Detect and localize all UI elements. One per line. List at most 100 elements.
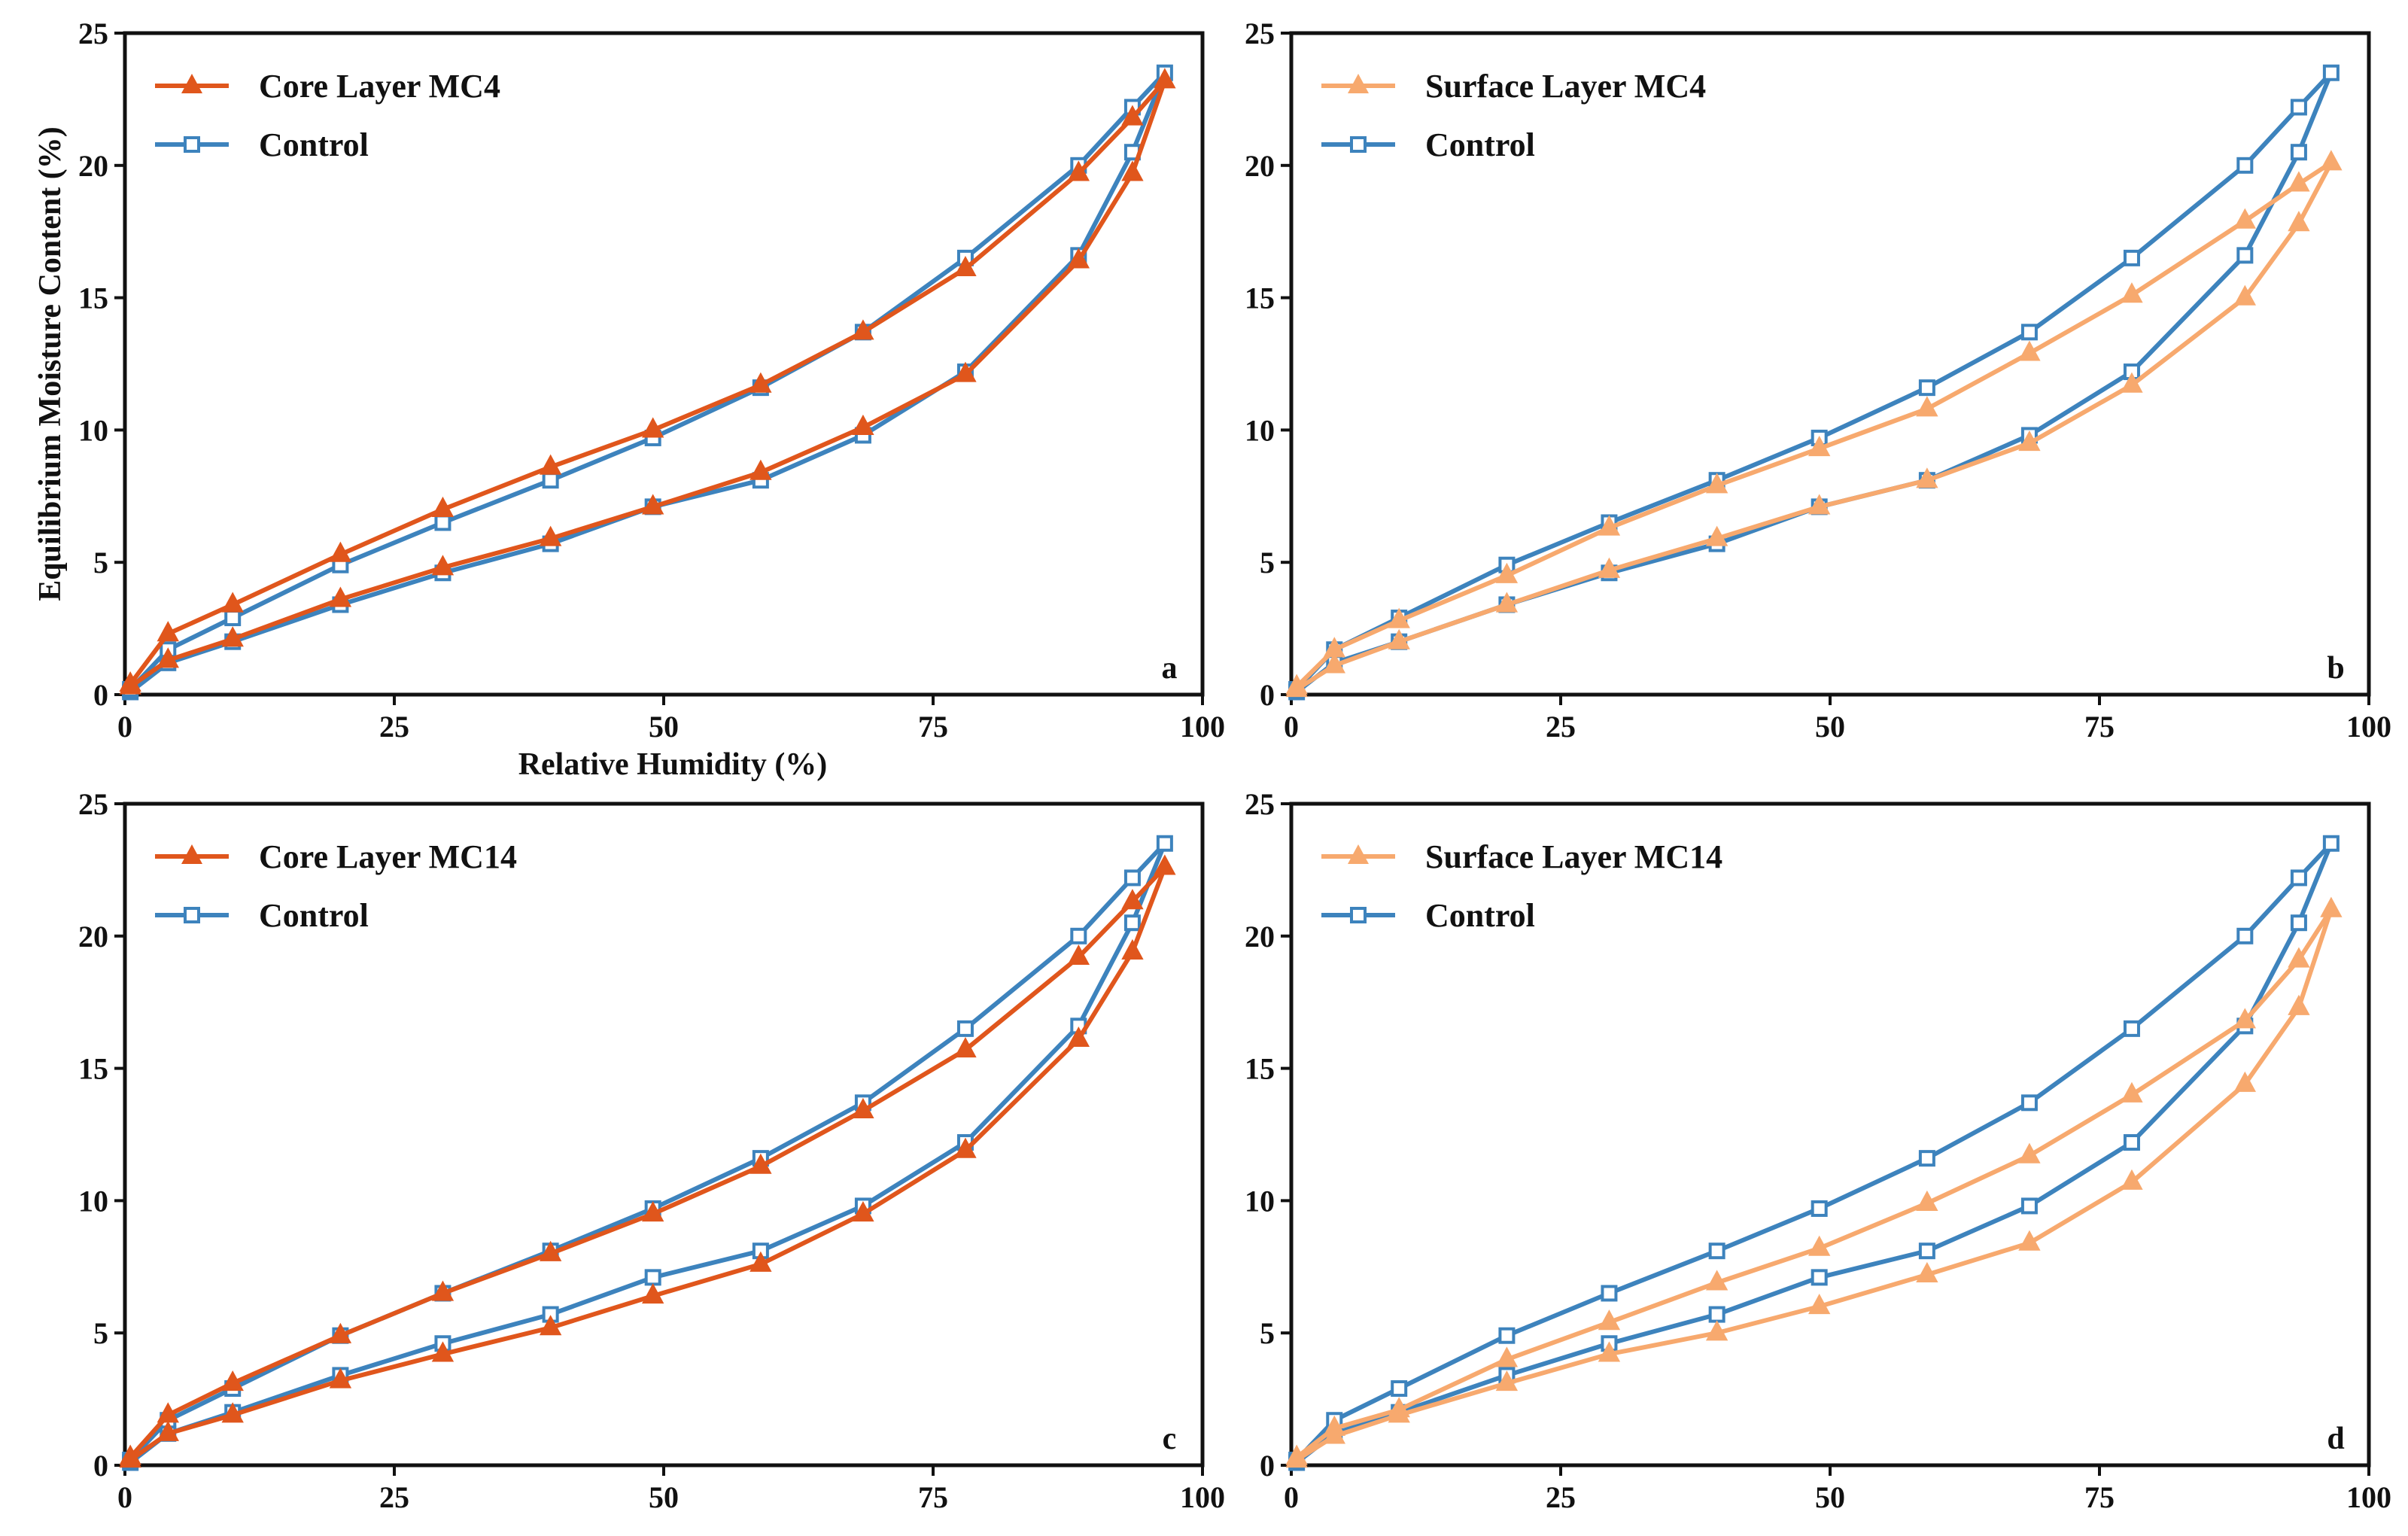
data-point <box>1285 674 1308 695</box>
panel-letter: b <box>2327 651 2344 686</box>
data-point <box>1811 1269 1828 1286</box>
x-tick-label: 75 <box>918 710 948 744</box>
data-point <box>2020 1197 2038 1215</box>
data-point <box>1598 557 1621 578</box>
data-point <box>1123 914 1141 932</box>
legend-label: Control <box>259 897 369 934</box>
data-point <box>1154 854 1176 875</box>
legend-item: Core Layer MC4 <box>155 68 500 105</box>
data-point <box>1708 1306 1725 1323</box>
data-point <box>329 1367 352 1388</box>
x-tick-label: 50 <box>649 1480 679 1514</box>
data-point <box>1808 1294 1831 1315</box>
y-tick-label: 25 <box>1245 17 1275 50</box>
data-point <box>1121 938 1144 960</box>
legend-item: Surface Layer MC4 <box>1321 68 1706 105</box>
y-tick-label: 15 <box>1245 281 1275 315</box>
y-tick-label: 10 <box>1245 413 1275 447</box>
data-point <box>2121 372 2143 393</box>
y-tick-label: 0 <box>1260 678 1275 712</box>
data-point <box>1495 1370 1519 1392</box>
data-point <box>431 496 455 517</box>
data-point <box>1495 562 1519 583</box>
data-point <box>1121 889 1144 910</box>
data-point <box>157 1402 179 1423</box>
data-point <box>119 671 141 692</box>
data-point <box>1808 494 1831 515</box>
data-point <box>157 647 179 668</box>
legend-item: Core Layer MC14 <box>155 838 517 875</box>
data-point <box>852 1097 874 1118</box>
legend-label: Control <box>259 126 369 163</box>
y-tick-label: 5 <box>93 546 108 579</box>
data-point <box>157 1420 179 1441</box>
data-point <box>2121 282 2143 303</box>
data-point <box>221 626 244 647</box>
data-point <box>852 1201 874 1222</box>
y-tick-label: 25 <box>78 787 108 821</box>
x-tick-label: 0 <box>1284 1480 1299 1514</box>
data-point <box>2288 947 2310 968</box>
data-point <box>2322 835 2340 852</box>
legend-label: Control <box>1425 897 1535 934</box>
y-tick-label: 0 <box>93 678 108 712</box>
data-point <box>2290 144 2307 161</box>
y-tick-label: 0 <box>93 1449 108 1483</box>
data-point <box>2020 324 2038 341</box>
x-tick-label: 50 <box>1815 1480 1845 1514</box>
y-tick-label: 0 <box>1260 1449 1275 1483</box>
series-treatment <box>1285 150 2343 698</box>
data-point <box>119 1444 141 1465</box>
legend-marker <box>1350 136 1367 153</box>
data-point <box>1123 869 1141 887</box>
data-point <box>1916 396 1938 417</box>
data-point <box>1388 1397 1410 1418</box>
data-point <box>1495 592 1519 613</box>
data-point <box>221 1370 244 1392</box>
chart-panel-a: 0 25 50 75 100 0 5 10 15 20 25 Relative Humidity (%… <box>33 17 1225 782</box>
series-treatment <box>119 68 1176 695</box>
panel-letter: a <box>1162 651 1178 686</box>
y-tick-label: 25 <box>78 17 108 50</box>
y-tick-label: 5 <box>1260 546 1275 579</box>
data-point <box>2233 1071 2256 1092</box>
data-point <box>224 610 242 627</box>
legend-marker <box>1348 844 1369 864</box>
data-point <box>1598 515 1621 536</box>
legend-marker <box>181 844 202 864</box>
data-point <box>1323 652 1345 674</box>
x-tick-label: 50 <box>1815 710 1845 744</box>
x-tick-label: 100 <box>2346 710 2391 744</box>
data-point <box>1916 1190 1938 1212</box>
data-point <box>1918 1150 1935 1167</box>
legend-label: Surface Layer MC4 <box>1425 68 1706 105</box>
legend-marker <box>181 74 202 93</box>
data-point <box>1808 1235 1831 1256</box>
data-point <box>1918 379 1935 397</box>
data-point <box>2236 927 2254 944</box>
data-point <box>539 1315 562 1336</box>
data-point <box>954 1137 977 1158</box>
data-point <box>1388 628 1410 649</box>
x-tick-label: 25 <box>1546 1480 1576 1514</box>
y-tick-label: 20 <box>78 920 108 954</box>
data-point <box>329 1322 352 1343</box>
legend-label: Core Layer MC14 <box>259 838 517 875</box>
data-point <box>749 1153 772 1174</box>
data-point <box>1121 160 1144 181</box>
legend-label: Surface Layer MC14 <box>1425 838 1722 875</box>
data-point <box>1067 248 1090 269</box>
data-point <box>2018 430 2041 452</box>
data-point <box>2018 340 2041 361</box>
data-point <box>2233 284 2256 306</box>
data-point <box>2020 1094 2038 1112</box>
data-point <box>431 1280 455 1301</box>
x-axis-title: Relative Humidity (%) <box>518 747 828 782</box>
panel-letter: c <box>1163 1422 1177 1456</box>
data-point <box>2233 1008 2256 1029</box>
data-point <box>2236 157 2254 174</box>
chart-panel-b: 0 25 50 75 100 0 5 10 15 20 25 b Surface Layer MC4 Co… <box>1245 17 2391 744</box>
data-point <box>2018 1142 2041 1163</box>
data-point <box>1121 105 1144 126</box>
legend-marker <box>1350 907 1367 923</box>
